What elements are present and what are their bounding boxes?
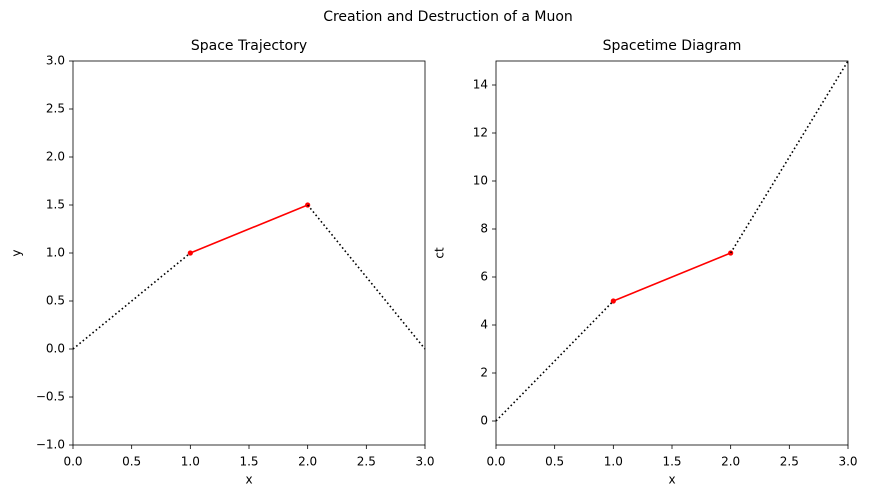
plot-area [72, 60, 426, 446]
x-axis-label: x [245, 473, 252, 487]
y-tick-label: 0.0 [46, 342, 65, 356]
point [610, 298, 616, 304]
subplot-title: Spacetime Diagram [603, 38, 742, 54]
line [72, 252, 191, 350]
y-axis-label: y [10, 249, 24, 256]
subplot-title: Space Trajectory [191, 38, 307, 54]
x-tick-label: 0.0 [486, 455, 505, 469]
x-tick-label: 3.0 [838, 455, 857, 469]
y-tick-label: −1.0 [36, 438, 65, 452]
y-tick-label: 0 [480, 414, 488, 428]
x-tick-label: 1.5 [239, 455, 258, 469]
x-tick-label: 1.0 [604, 455, 623, 469]
y-tick-label: 6 [480, 270, 488, 284]
y-tick-label: 1.5 [46, 198, 65, 212]
x-axis-label: x [668, 473, 675, 487]
line [495, 300, 614, 422]
line [613, 252, 731, 302]
x-tick-label: 0.5 [122, 455, 141, 469]
y-tick-label: −0.5 [36, 390, 65, 404]
line [190, 204, 308, 254]
y-tick-label: 2.5 [46, 102, 65, 116]
y-tick-label: 3.0 [46, 54, 65, 68]
y-tick-label: 4 [480, 318, 488, 332]
x-tick-label: 0.5 [545, 455, 564, 469]
point [187, 250, 193, 256]
x-tick-label: 2.5 [357, 455, 376, 469]
y-tick-label: 2 [480, 366, 488, 380]
y-tick-label: 0.5 [46, 294, 65, 308]
y-tick-label: 10 [473, 174, 488, 188]
line [729, 60, 849, 254]
line [307, 204, 426, 350]
x-tick-label: 2.0 [298, 455, 317, 469]
x-tick-label: 3.0 [415, 455, 434, 469]
plot-area [495, 60, 849, 446]
x-tick-label: 1.0 [181, 455, 200, 469]
y-tick-label: 12 [473, 126, 488, 140]
figure-title: Creation and Destruction of a Muon [323, 9, 573, 25]
y-axis-label: ct [433, 247, 447, 259]
x-tick-label: 2.0 [721, 455, 740, 469]
x-tick-label: 1.5 [662, 455, 681, 469]
y-tick-label: 2.0 [46, 150, 65, 164]
x-tick-label: 0.0 [63, 455, 82, 469]
x-tick-label: 2.5 [780, 455, 799, 469]
y-tick-label: 14 [473, 78, 488, 92]
y-tick-label: 8 [480, 222, 488, 236]
y-tick-label: 1.0 [46, 246, 65, 260]
